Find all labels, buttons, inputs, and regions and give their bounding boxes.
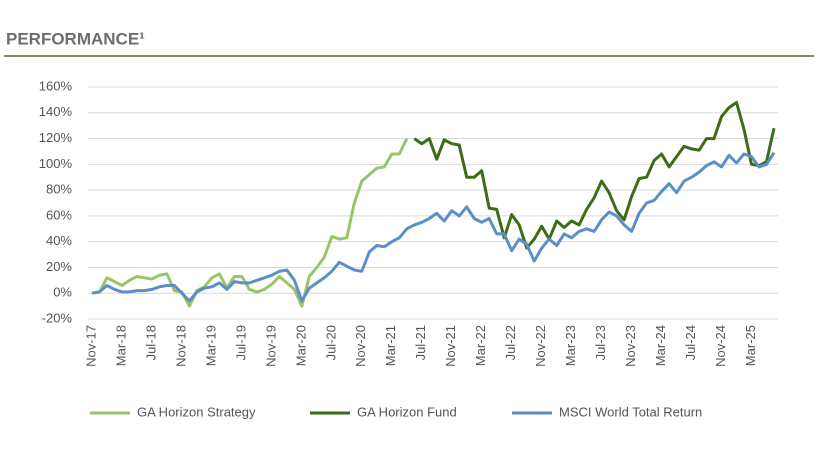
x-tick-label: Jul-18 <box>143 325 158 360</box>
x-tick-label: Mar-21 <box>383 325 398 366</box>
x-tick-label: Jul-24 <box>683 325 698 360</box>
x-tick-label: Nov-23 <box>623 325 638 367</box>
x-tick-label: Mar-19 <box>203 325 218 366</box>
y-tick-label: 120% <box>39 130 73 145</box>
x-tick-label: Nov-21 <box>443 325 458 367</box>
legend-label: MSCI World Total Return <box>559 404 702 419</box>
x-tick-label: Nov-19 <box>263 325 278 367</box>
y-tick-label: 40% <box>46 233 72 248</box>
x-tick-label: Mar-25 <box>743 325 758 366</box>
x-tick-label: Nov-20 <box>353 325 368 367</box>
legend-label: GA Horizon Fund <box>357 404 457 419</box>
y-tick-label: 20% <box>46 259 72 274</box>
x-tick-label: Jul-19 <box>233 325 248 360</box>
x-tick-label: Nov-18 <box>173 325 188 367</box>
x-tick-label: Nov-24 <box>713 325 728 367</box>
y-tick-label: 80% <box>46 182 72 197</box>
y-tick-label: 0% <box>53 285 72 300</box>
x-tick-label: Mar-20 <box>293 325 308 366</box>
x-tick-label: Nov-17 <box>83 325 98 367</box>
series-line <box>91 151 776 303</box>
x-tick-label: Jul-23 <box>593 325 608 360</box>
y-tick-label: 100% <box>39 156 73 171</box>
y-tick-label: 60% <box>46 207 72 222</box>
series-line <box>413 101 776 250</box>
x-tick-label: Mar-23 <box>563 325 578 366</box>
x-tick-label: Nov-22 <box>533 325 548 367</box>
x-tick-label: Jul-21 <box>413 325 428 360</box>
y-tick-label: -20% <box>42 310 73 325</box>
y-tick-label: 160% <box>39 78 73 93</box>
x-tick-label: Jul-22 <box>503 325 518 360</box>
chart-title: PERFORMANCE¹ <box>6 29 145 48</box>
x-tick-label: Mar-18 <box>113 325 128 366</box>
legend-label: GA Horizon Strategy <box>137 404 256 419</box>
x-tick-label: Mar-22 <box>473 325 488 366</box>
y-tick-label: 140% <box>39 104 73 119</box>
series-line <box>91 137 409 308</box>
x-tick-label: Mar-24 <box>653 325 668 366</box>
x-tick-label: Jul-20 <box>323 325 338 360</box>
